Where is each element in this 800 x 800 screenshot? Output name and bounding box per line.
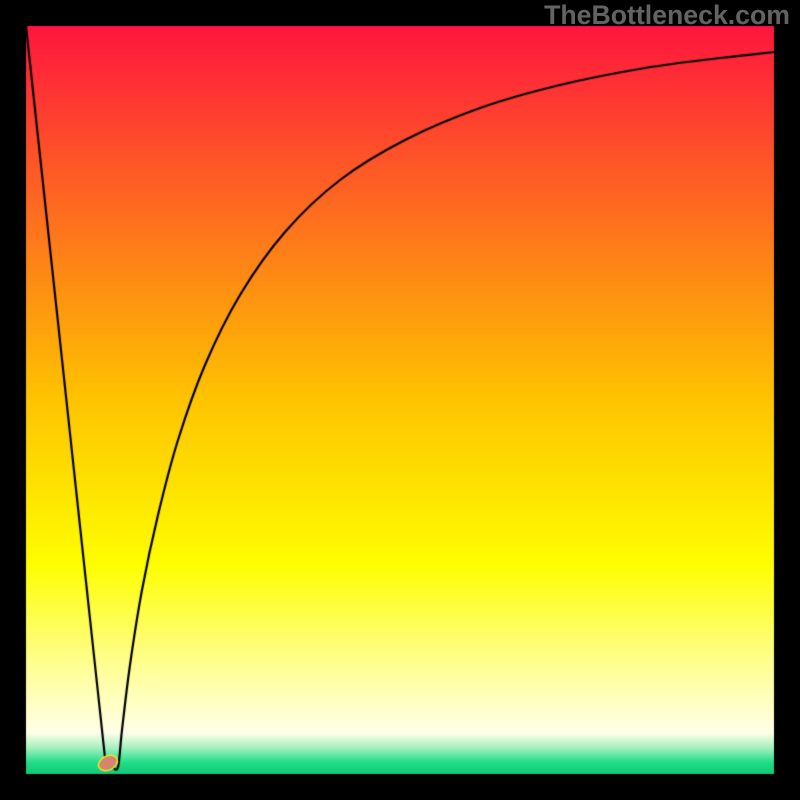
chart-stage: TheBottleneck.com: [0, 0, 800, 800]
bottleneck-curve-chart: [0, 0, 800, 800]
